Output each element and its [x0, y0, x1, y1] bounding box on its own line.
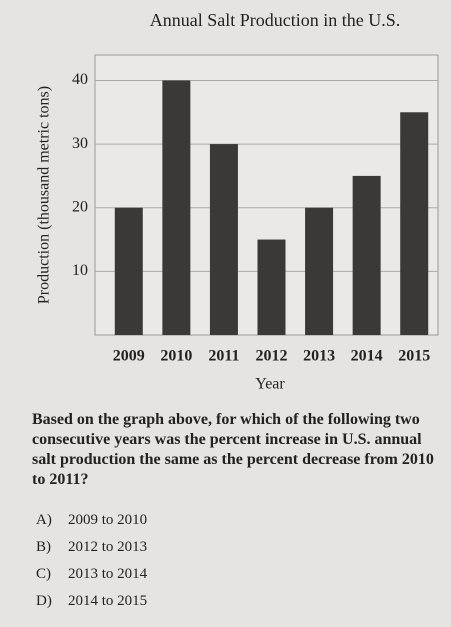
- x-tick-label: 2014: [351, 348, 383, 365]
- bar: [305, 207, 334, 335]
- y-tick-label: 20: [72, 198, 88, 215]
- x-tick-label: 2015: [398, 348, 430, 365]
- option-text: 2013 to 2014: [68, 566, 148, 582]
- option-letter: D): [36, 593, 52, 609]
- answer-option[interactable]: C) 2013 to 2014: [36, 566, 147, 593]
- bar: [257, 239, 286, 335]
- x-tick-label: 2013: [303, 348, 335, 365]
- y-tick-label: 30: [72, 135, 88, 152]
- chart: Annual Salt Production in the U.S. Year …: [36, 10, 439, 393]
- option-letter: B): [36, 539, 51, 555]
- y-tick-label: 10: [72, 262, 88, 279]
- option-text: 2014 to 2015: [68, 593, 148, 609]
- answer-option[interactable]: B) 2012 to 2013: [36, 539, 147, 566]
- x-tick-label: 2011: [208, 348, 239, 365]
- y-axis-label: Production (thousand metric tons): [36, 86, 53, 304]
- chart-title: Annual Salt Production in the U.S.: [150, 10, 401, 30]
- x-tick-label: 2012: [256, 348, 288, 365]
- option-letter: C): [36, 566, 51, 582]
- x-tick-label: 2009: [113, 348, 145, 365]
- bar: [114, 207, 143, 335]
- y-tick-label: 40: [72, 71, 88, 88]
- option-text: 2009 to 2010: [68, 512, 148, 528]
- option-letter: A): [36, 512, 52, 528]
- answer-option[interactable]: D) 2014 to 2015: [36, 593, 147, 620]
- bar: [400, 112, 429, 335]
- option-text: 2012 to 2013: [68, 539, 148, 555]
- bar: [209, 144, 238, 335]
- bar: [162, 80, 191, 335]
- answer-option[interactable]: A) 2009 to 2010: [36, 512, 147, 539]
- bar: [352, 175, 381, 335]
- x-axis-label: Year: [255, 376, 285, 393]
- x-tick-label: 2010: [160, 348, 192, 365]
- question-text: Based on the graph above, for which of t…: [32, 411, 434, 488]
- options: A) 2009 to 2010 B) 2012 to 2013 C) 2013 to 20…: [36, 512, 147, 620]
